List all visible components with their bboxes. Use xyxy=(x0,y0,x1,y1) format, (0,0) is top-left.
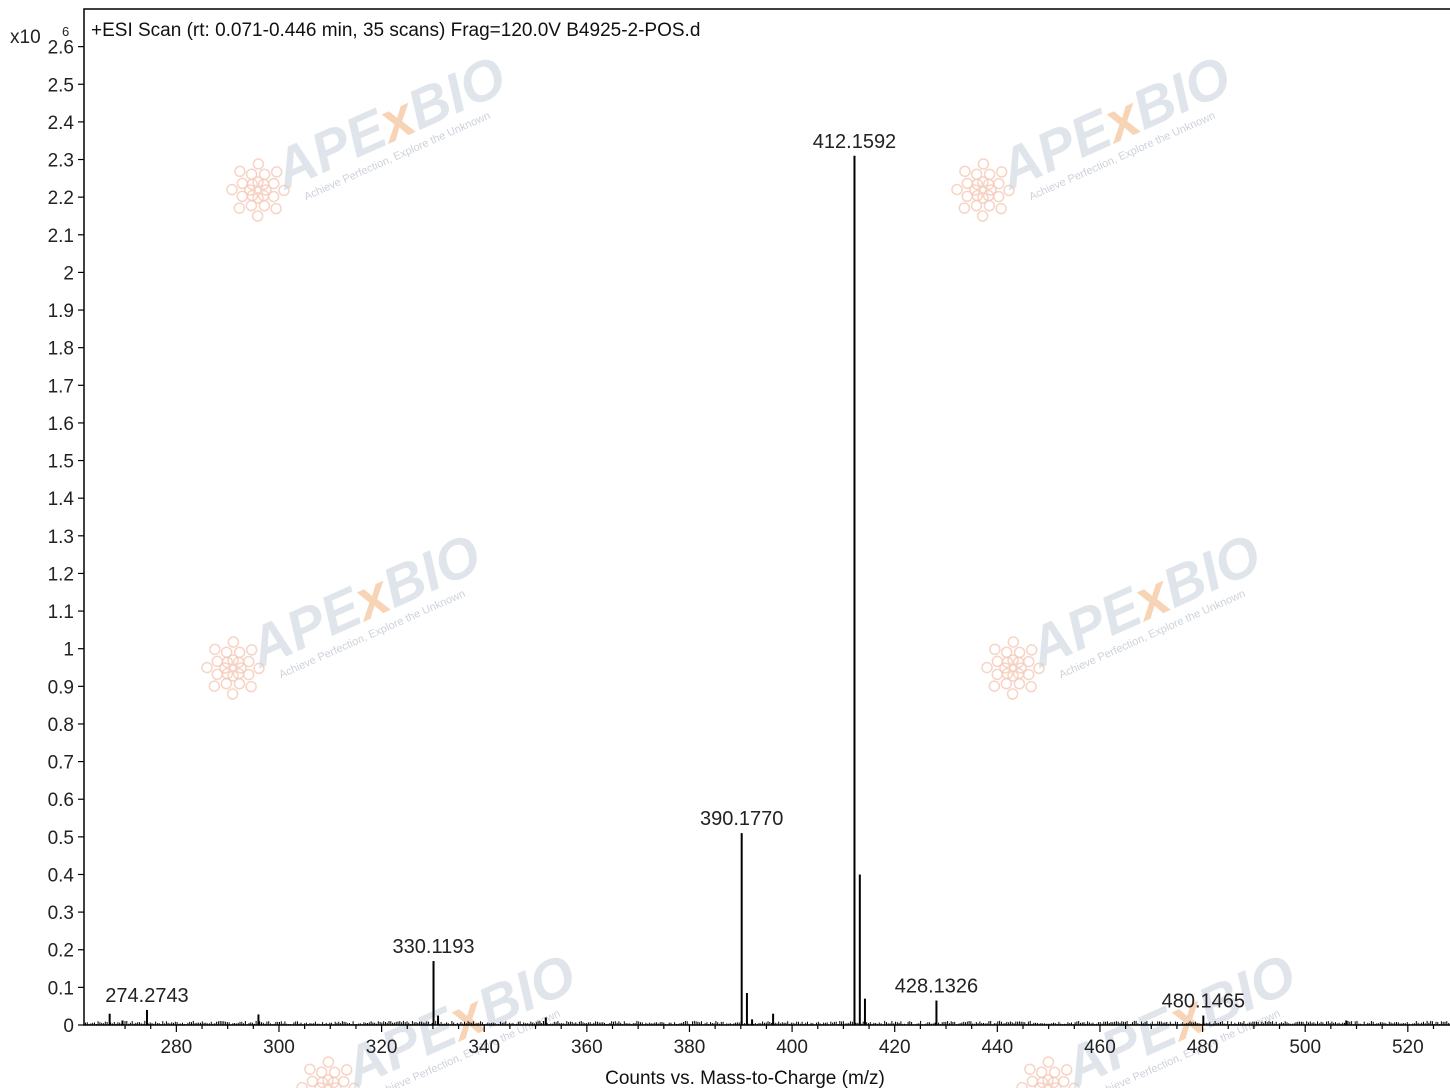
y-tick-label: 0.2 xyxy=(48,941,74,962)
x-tick-label: 400 xyxy=(776,1037,808,1058)
peak-label: 480.1465 xyxy=(1162,991,1245,1013)
y-tick-label: 1.5 xyxy=(48,452,74,473)
y-tick-label: 1.9 xyxy=(48,301,74,322)
watermark-logo-icon xyxy=(951,158,1015,222)
x-tick-label: 440 xyxy=(981,1037,1013,1058)
watermark-logo-icon xyxy=(201,636,265,700)
y-tick-label: 2.1 xyxy=(48,226,74,247)
y-tick-label: 2.3 xyxy=(48,151,74,172)
y-tick-label: 0.4 xyxy=(48,865,75,886)
y-tick-label: 1 xyxy=(63,640,74,661)
y-tick-label: 0.8 xyxy=(48,715,74,736)
peak-label: 390.1770 xyxy=(700,808,783,830)
x-tick-label: 280 xyxy=(161,1037,193,1058)
x-axis: 280 300 320 340 360 380 400 420 440 460 480 500 520 xyxy=(124,1025,1435,1058)
x-axis-title: Counts vs. Mass-to-Charge (m/z) xyxy=(605,1068,885,1088)
y-tick-label: 2.6 xyxy=(48,38,74,59)
x-tick-label: 500 xyxy=(1289,1037,1321,1058)
y-tick-label: 2.2 xyxy=(48,188,74,209)
x-tick-label: 520 xyxy=(1392,1037,1424,1058)
y-tick-label: 1.3 xyxy=(48,527,74,548)
peak-label: 274.2743 xyxy=(105,985,188,1007)
x-tick-label: 480 xyxy=(1187,1037,1219,1058)
chart-title: +ESI Scan (rt: 0.071-0.446 min, 35 scans… xyxy=(91,20,700,41)
baseline-noise xyxy=(85,1020,1450,1025)
y-tick-label: 0.7 xyxy=(48,753,74,774)
x-tick-label: 380 xyxy=(674,1037,706,1058)
watermark-logo-icon xyxy=(981,636,1045,700)
y-tick-label: 0.5 xyxy=(48,828,74,849)
y-tick-label: 1.7 xyxy=(48,376,74,397)
peak-label: 412.1592 xyxy=(813,131,896,153)
peak-label: 330.1193 xyxy=(393,936,475,958)
y-tick-label: 1.2 xyxy=(48,564,74,585)
noise-trace xyxy=(85,1020,1450,1025)
y-axis: 0 0.1 0.2 0.3 0.4 0.5 0.6 0.7 0.8 0.9 1 1.1 1.2 1.3 1.… xyxy=(48,38,84,1037)
x-tick-label: 300 xyxy=(263,1037,295,1058)
y-tick-label: 1.8 xyxy=(48,339,74,360)
x-tick-label: 360 xyxy=(571,1037,603,1058)
peak-label: 428.1326 xyxy=(895,976,978,998)
y-tick-label: 0.9 xyxy=(48,677,74,698)
y-tick-label: 2.5 xyxy=(48,75,74,96)
y-tick-label: 2 xyxy=(63,263,74,284)
watermark-logo-icon xyxy=(226,158,290,222)
plot-frame xyxy=(83,8,1450,1026)
y-multiplier-exponent: 6 xyxy=(62,24,69,39)
x-tick-label: 320 xyxy=(366,1037,398,1058)
y-tick-label: 0.1 xyxy=(48,978,74,999)
peak-series xyxy=(108,155,1348,1025)
y-multiplier-label: x10 xyxy=(10,27,41,48)
peak-label-layer: 274.2743 330.1193 390.1770 412.1592 428.1326… xyxy=(105,131,1245,1013)
y-tick-label: 2.4 xyxy=(48,113,75,134)
y-tick-label: 0 xyxy=(63,1016,74,1037)
x-tick-label: 340 xyxy=(468,1037,500,1058)
y-tick-label: 1.1 xyxy=(48,602,74,623)
x-tick-label: 420 xyxy=(879,1037,911,1058)
x-tick-label: 460 xyxy=(1084,1037,1116,1058)
y-tick-label: 0.3 xyxy=(48,903,74,924)
y-tick-label: 0.6 xyxy=(48,790,74,811)
y-tick-label: 1.6 xyxy=(48,414,74,435)
y-tick-label: 1.4 xyxy=(48,489,75,510)
